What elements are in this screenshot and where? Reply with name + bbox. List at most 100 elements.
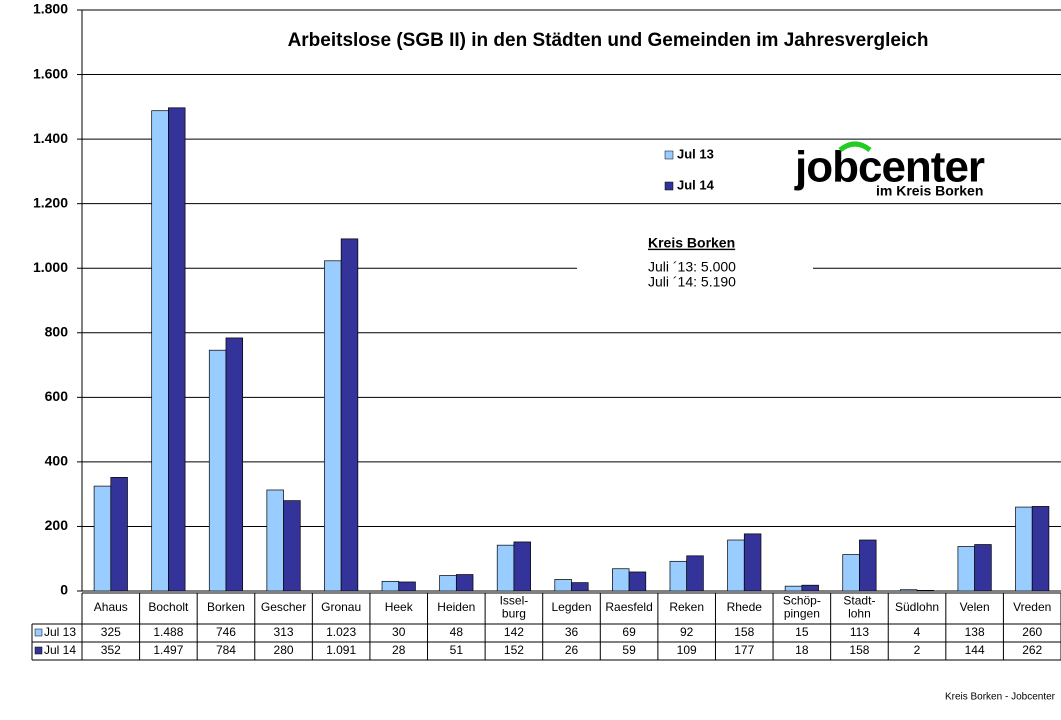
legend-label: Jul 13	[44, 625, 76, 639]
x-tick-label: Gronau	[321, 600, 361, 614]
bar	[686, 555, 704, 592]
data-label: 48	[450, 625, 464, 639]
bar	[554, 579, 572, 592]
bar	[266, 489, 284, 592]
data-label: 26	[565, 643, 579, 657]
data-label: 325	[101, 625, 121, 639]
y-tick-label: 400	[45, 453, 69, 469]
bar	[381, 580, 400, 592]
y-tick-label: 800	[45, 323, 69, 339]
legend-label: Jul 13	[677, 146, 714, 161]
bar	[859, 539, 877, 592]
data-label: 784	[216, 643, 236, 657]
x-tick-label: Stadt-lohn	[843, 594, 875, 621]
data-label: 352	[101, 643, 121, 657]
y-tick-label: 600	[45, 388, 69, 404]
bar	[398, 581, 416, 592]
data-label: 1.488	[153, 625, 183, 639]
legend-swatch	[664, 150, 674, 160]
data-label: 36	[565, 625, 579, 639]
annotation-line: Juli ´14: 5.190	[648, 274, 736, 290]
bar	[784, 585, 803, 592]
bar	[899, 589, 918, 592]
bar	[110, 477, 128, 592]
y-tick-label: 1.200	[33, 194, 68, 210]
y-tick-label: 1.800	[33, 1, 68, 17]
x-tick-label: Issel-burg	[500, 594, 529, 621]
data-label: 158	[849, 643, 869, 657]
bar	[669, 560, 688, 592]
bar	[842, 554, 860, 592]
data-label: 1.023	[326, 625, 356, 639]
data-label: 1.497	[153, 643, 183, 657]
bar	[628, 571, 647, 592]
data-label: 313	[274, 625, 294, 639]
bar	[324, 260, 342, 592]
y-tick-label: 0	[60, 582, 68, 598]
data-label: 69	[622, 625, 636, 639]
x-tick-label: Legden	[551, 600, 591, 614]
x-tick-label: Gescher	[261, 600, 306, 614]
annotation-box	[577, 228, 813, 300]
bar	[340, 238, 359, 592]
data-label: 152	[504, 643, 524, 657]
data-label: 28	[392, 643, 406, 657]
bar	[743, 533, 762, 592]
x-tick-label: Heek	[385, 600, 414, 614]
x-tick-label: Raesfeld	[605, 600, 652, 614]
data-label: 177	[734, 643, 754, 657]
data-label: 15	[795, 625, 809, 639]
data-label: 113	[850, 625, 869, 639]
bar	[208, 349, 227, 592]
legend-swatch	[34, 628, 43, 637]
chart-title: Arbeitslose (SGB II) in den Städten und …	[288, 30, 929, 51]
bar	[1015, 506, 1033, 592]
legend-label: Jul 14	[677, 177, 715, 192]
bar	[612, 568, 630, 592]
data-label: 262	[1022, 643, 1042, 657]
logo-name: jobcenter	[794, 143, 985, 192]
data-label: 280	[274, 643, 294, 657]
bar	[974, 544, 992, 592]
annotation-title: Kreis Borken	[648, 235, 735, 251]
bar	[93, 485, 112, 592]
x-tick-label: Südlohn	[895, 600, 939, 614]
data-label: 138	[965, 625, 985, 639]
x-tick-label: Reken	[669, 600, 704, 614]
bar	[496, 544, 515, 592]
y-tick-label: 200	[45, 517, 69, 533]
x-tick-label: Schöp-pingen	[783, 594, 821, 621]
logo-subtitle: im Kreis Borken	[876, 183, 983, 199]
bar	[455, 574, 474, 592]
y-tick-label: 1.600	[33, 65, 68, 81]
data-label: 746	[216, 625, 236, 639]
x-tick-label: Velen	[960, 600, 990, 614]
data-label: 158	[734, 625, 754, 639]
y-tick-label: 1.400	[33, 130, 68, 146]
footer: Kreis Borken - Jobcenter	[945, 692, 1056, 703]
bar	[916, 590, 935, 592]
bar	[439, 575, 457, 592]
bar	[957, 546, 975, 592]
x-tick-label: Ahaus	[94, 600, 128, 614]
x-tick-label: Borken	[207, 600, 245, 614]
x-tick-label: Vreden	[1013, 600, 1051, 614]
data-label: 260	[1022, 625, 1042, 639]
data-label: 30	[392, 625, 406, 639]
annotation-line: Juli ´13: 5.000	[648, 259, 736, 275]
bar	[727, 539, 745, 592]
data-label: 59	[622, 643, 636, 657]
x-tick-label: Rhede	[727, 600, 763, 614]
legend-swatch	[34, 646, 43, 655]
data-label: 18	[795, 643, 809, 657]
bar	[151, 110, 169, 592]
logo-swoosh	[838, 141, 872, 153]
data-label: 144	[965, 643, 985, 657]
data-label: 109	[677, 643, 697, 657]
bar	[801, 584, 819, 592]
bar	[168, 107, 186, 592]
x-tick-label: Heiden	[437, 600, 475, 614]
x-tick-label: Bocholt	[148, 600, 189, 614]
y-tick-label: 1.000	[33, 259, 68, 275]
